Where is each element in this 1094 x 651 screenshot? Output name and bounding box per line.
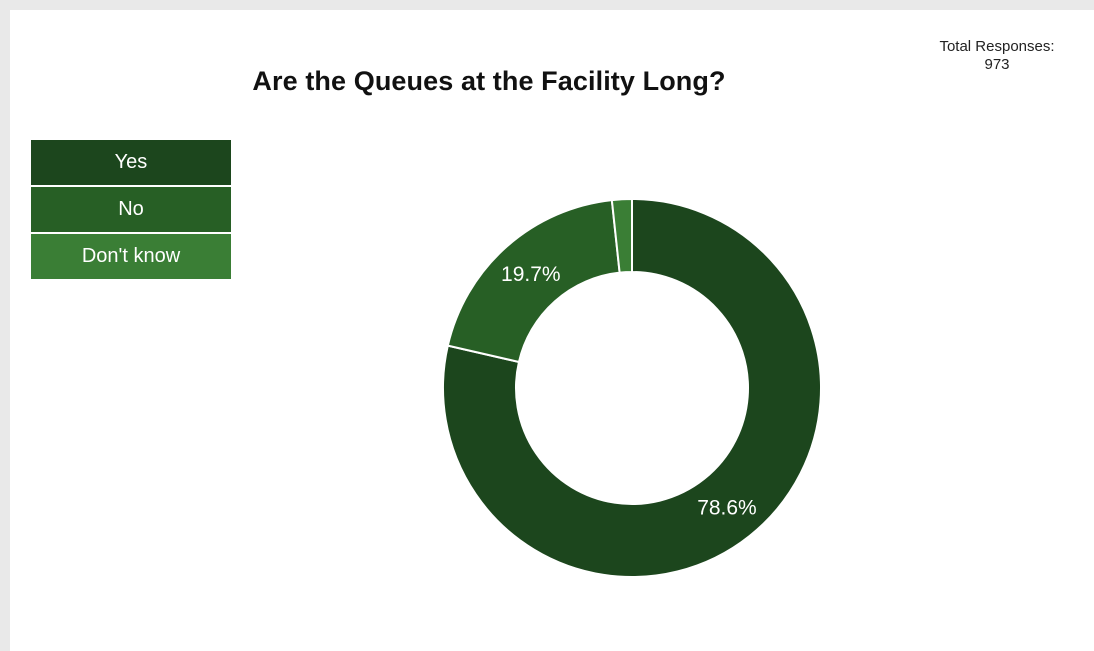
total-responses-value: 973: [984, 56, 1010, 73]
total-responses-label: Total Responses:: [939, 38, 1055, 55]
slice-label-yes: 78.6%: [697, 496, 757, 519]
chart-panel: Are the Queues at the Facility Long? Tot…: [10, 10, 1094, 651]
total-responses: Total Responses: 973: [912, 38, 1082, 74]
slice-label-no: 19.7%: [501, 263, 561, 286]
chart-legend: Yes No Don't know: [31, 140, 231, 281]
slice-no: [446, 198, 621, 364]
donut-chart: 78.6% 19.7%: [442, 197, 822, 578]
legend-item-dont-know: Don't know: [31, 234, 231, 279]
legend-item-no: No: [31, 187, 231, 232]
slice-dont-know: [610, 197, 633, 274]
slice-yes: [442, 197, 822, 578]
chart-title: Are the Queues at the Facility Long?: [252, 66, 726, 96]
legend-item-yes: Yes: [31, 140, 231, 185]
